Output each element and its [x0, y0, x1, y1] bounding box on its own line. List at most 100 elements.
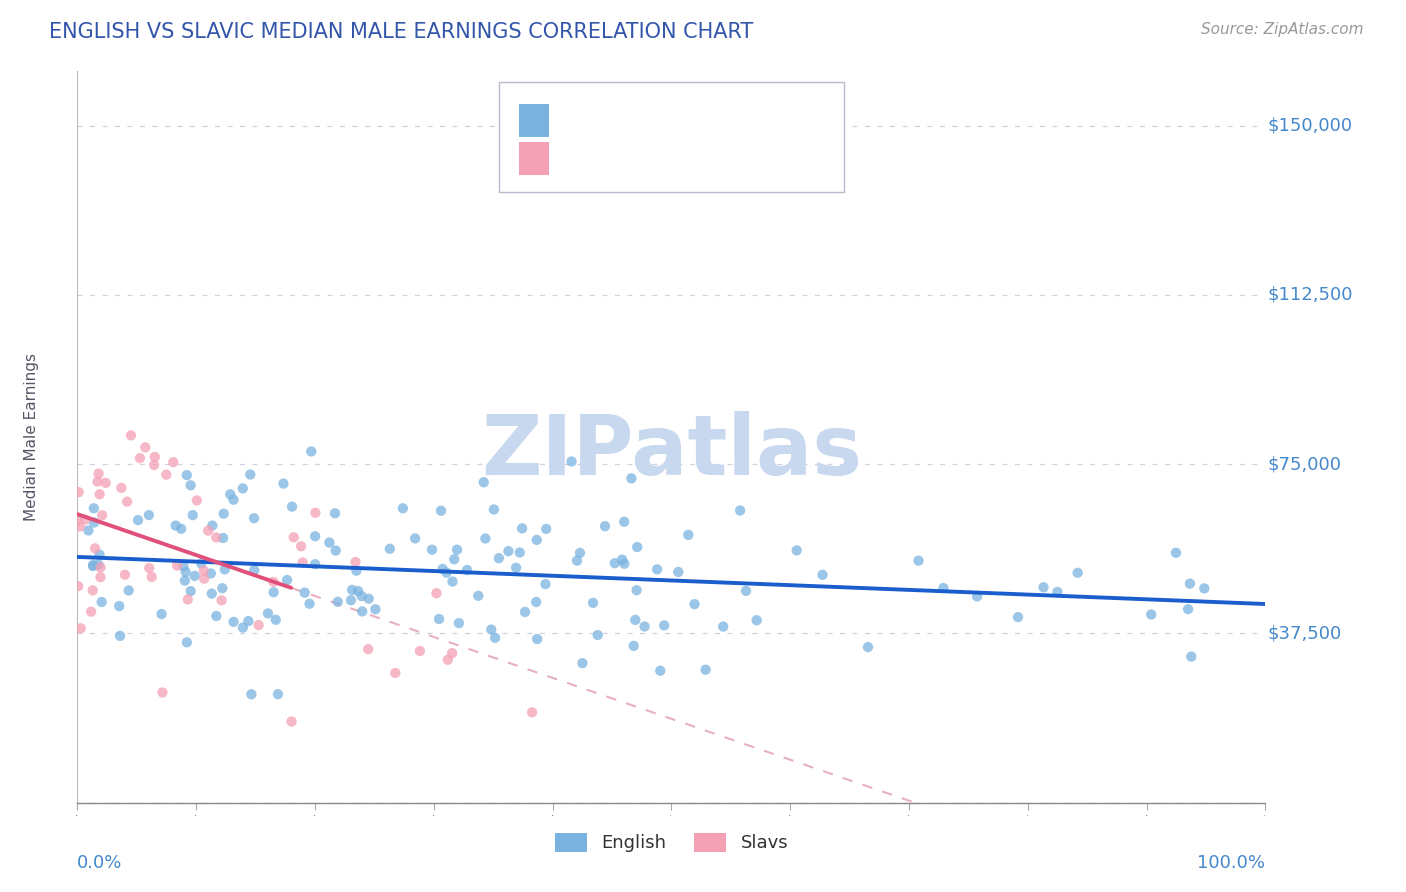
- Point: [162, 455, 184, 469]
- Point: [565, 554, 588, 568]
- Text: ZIPatlas: ZIPatlas: [481, 411, 862, 492]
- Point: [83, 501, 105, 516]
- Point: [89, 570, 111, 584]
- Point: [283, 530, 305, 544]
- Point: [82, 559, 104, 574]
- Point: [404, 532, 426, 546]
- Point: [87, 467, 110, 481]
- Point: [214, 562, 236, 576]
- Point: [678, 528, 700, 542]
- Point: [534, 577, 557, 591]
- Text: R = -0.251: R = -0.251: [564, 112, 661, 129]
- Point: [263, 585, 285, 599]
- Point: [1177, 602, 1199, 616]
- Point: [141, 570, 163, 584]
- Point: [83, 516, 105, 530]
- Point: [1032, 580, 1054, 594]
- Point: [304, 557, 326, 571]
- Point: [593, 519, 616, 533]
- Point: [526, 533, 548, 547]
- Point: [89, 548, 111, 562]
- Point: [118, 583, 141, 598]
- Point: [505, 561, 527, 575]
- Point: [624, 613, 647, 627]
- Point: [745, 613, 768, 627]
- Point: [526, 632, 548, 646]
- Point: [173, 574, 195, 588]
- Point: [344, 564, 367, 578]
- Point: [626, 583, 648, 598]
- Point: [181, 508, 204, 523]
- Point: [262, 574, 284, 589]
- Point: [409, 644, 432, 658]
- Point: [509, 545, 531, 559]
- Point: [176, 468, 198, 483]
- Point: [620, 471, 643, 485]
- Point: [479, 623, 502, 637]
- Point: [1046, 585, 1069, 599]
- Point: [211, 581, 233, 595]
- Legend: English, Slavs: English, Slavs: [547, 826, 796, 860]
- Point: [786, 543, 808, 558]
- Point: [299, 444, 322, 458]
- Text: Median Male Earnings: Median Male Earnings: [24, 353, 39, 521]
- Point: [441, 646, 464, 660]
- Point: [152, 685, 174, 699]
- Point: [498, 544, 520, 558]
- Point: [138, 561, 160, 575]
- Point: [143, 450, 166, 464]
- Point: [645, 562, 668, 576]
- Point: [340, 593, 363, 607]
- Point: [108, 599, 131, 613]
- Point: [138, 508, 160, 522]
- Point: [67, 579, 90, 593]
- Point: [197, 524, 219, 538]
- Text: 0.0%: 0.0%: [77, 854, 122, 872]
- Point: [222, 492, 245, 507]
- Point: [180, 478, 202, 492]
- Point: [212, 531, 235, 545]
- Point: [80, 605, 103, 619]
- Point: [427, 612, 450, 626]
- Point: [174, 565, 197, 579]
- Point: [378, 541, 401, 556]
- Point: [446, 542, 468, 557]
- Point: [447, 616, 470, 631]
- Point: [571, 656, 593, 670]
- Point: [201, 586, 224, 600]
- Point: [326, 595, 349, 609]
- Point: [1066, 566, 1088, 580]
- Point: [325, 543, 347, 558]
- Point: [267, 687, 290, 701]
- Point: [211, 593, 233, 607]
- Point: [384, 665, 406, 680]
- Point: [318, 535, 340, 549]
- Point: [484, 631, 506, 645]
- Point: [623, 639, 645, 653]
- Point: [364, 602, 387, 616]
- Point: [205, 531, 228, 545]
- Point: [69, 519, 91, 533]
- Point: [856, 640, 879, 654]
- Point: [91, 508, 114, 523]
- Point: [77, 524, 100, 538]
- FancyBboxPatch shape: [499, 82, 844, 192]
- Point: [1180, 649, 1202, 664]
- Point: [201, 518, 224, 533]
- Point: [257, 607, 280, 621]
- Text: N =  52: N = 52: [692, 150, 761, 168]
- Point: [666, 565, 689, 579]
- Point: [120, 428, 142, 442]
- Text: $75,000: $75,000: [1268, 455, 1341, 473]
- Point: [603, 556, 626, 570]
- Point: [67, 485, 90, 500]
- Point: [482, 502, 505, 516]
- Point: [276, 573, 298, 587]
- Point: [298, 597, 321, 611]
- Point: [425, 586, 447, 600]
- Point: [430, 504, 453, 518]
- FancyBboxPatch shape: [519, 104, 548, 137]
- Point: [340, 582, 363, 597]
- Point: [534, 522, 557, 536]
- Point: [294, 585, 316, 599]
